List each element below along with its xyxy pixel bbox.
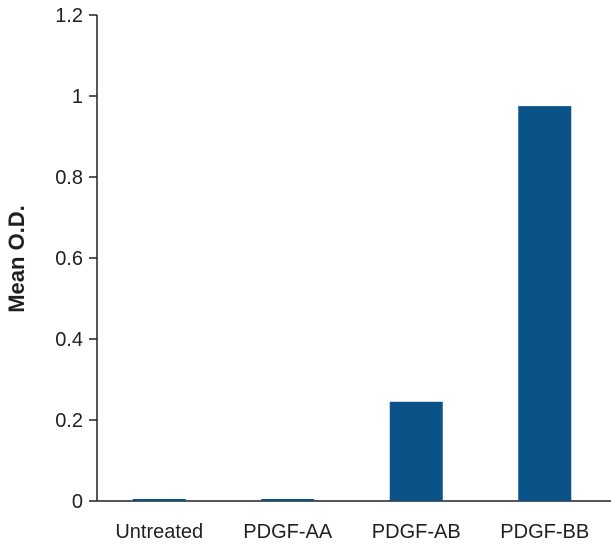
- y-tick-label: 0.4: [55, 329, 83, 351]
- x-tick-labels: Untreated PDGF-AA PDGF-AB PDGF-BB: [115, 521, 589, 543]
- bar-pdgf-ab: [389, 401, 443, 501]
- y-tick-label: 0.6: [55, 248, 83, 270]
- x-tick-label: PDGF-AA: [243, 521, 333, 543]
- y-axis: 0 0.2 0.4 0.6 0.8 1 1.2: [55, 5, 98, 513]
- x-tick-label: PDGF-AB: [372, 521, 461, 543]
- bars: [132, 106, 572, 501]
- bar-pdgf-aa: [261, 498, 315, 501]
- y-tick-label: 0: [72, 491, 83, 513]
- y-tick-label: 1: [72, 86, 83, 108]
- y-tick-label: 1.2: [55, 5, 83, 27]
- bar-pdgf-bb: [518, 106, 572, 501]
- y-axis-title: Mean O.D.: [4, 205, 29, 313]
- x-tick-label: PDGF-BB: [500, 521, 589, 543]
- y-tick-label: 0.2: [55, 410, 83, 432]
- x-tick-label: Untreated: [115, 521, 203, 543]
- y-tick-label: 0.8: [55, 167, 83, 189]
- bar-untreated: [132, 498, 186, 501]
